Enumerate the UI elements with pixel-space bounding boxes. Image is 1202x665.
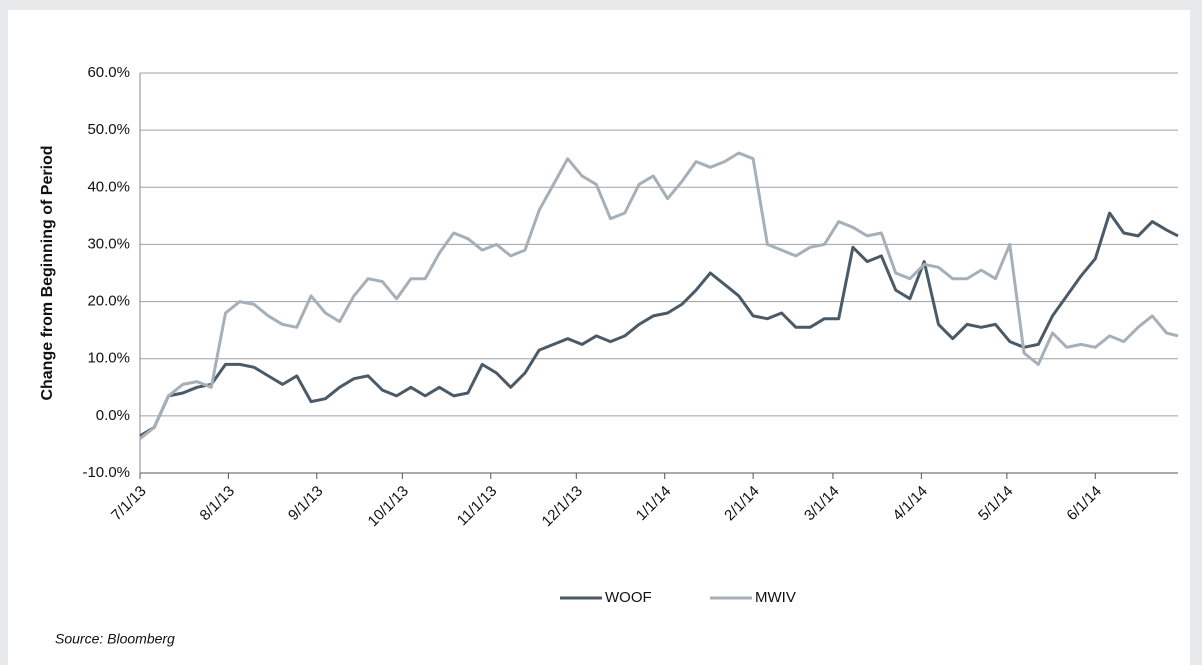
legend-label: WOOF [605, 589, 652, 606]
y-tick-label: 10.0% [87, 350, 130, 367]
y-tick-label: 20.0% [87, 293, 130, 310]
y-tick-label: 50.0% [87, 121, 130, 138]
y-tick-label: 0.0% [96, 407, 130, 424]
y-axis-label: Change from Beginning of Period [39, 145, 56, 400]
y-tick-label: 60.0% [87, 64, 130, 81]
source-note: Source: Bloomberg [55, 631, 175, 647]
y-tick-label: 40.0% [87, 178, 130, 195]
series-line [139, 211, 1179, 438]
series-line [139, 151, 1179, 440]
legend-label: MWIV [755, 589, 796, 606]
y-tick-label: -10.0% [82, 464, 130, 481]
y-tick-label: 30.0% [87, 235, 130, 252]
